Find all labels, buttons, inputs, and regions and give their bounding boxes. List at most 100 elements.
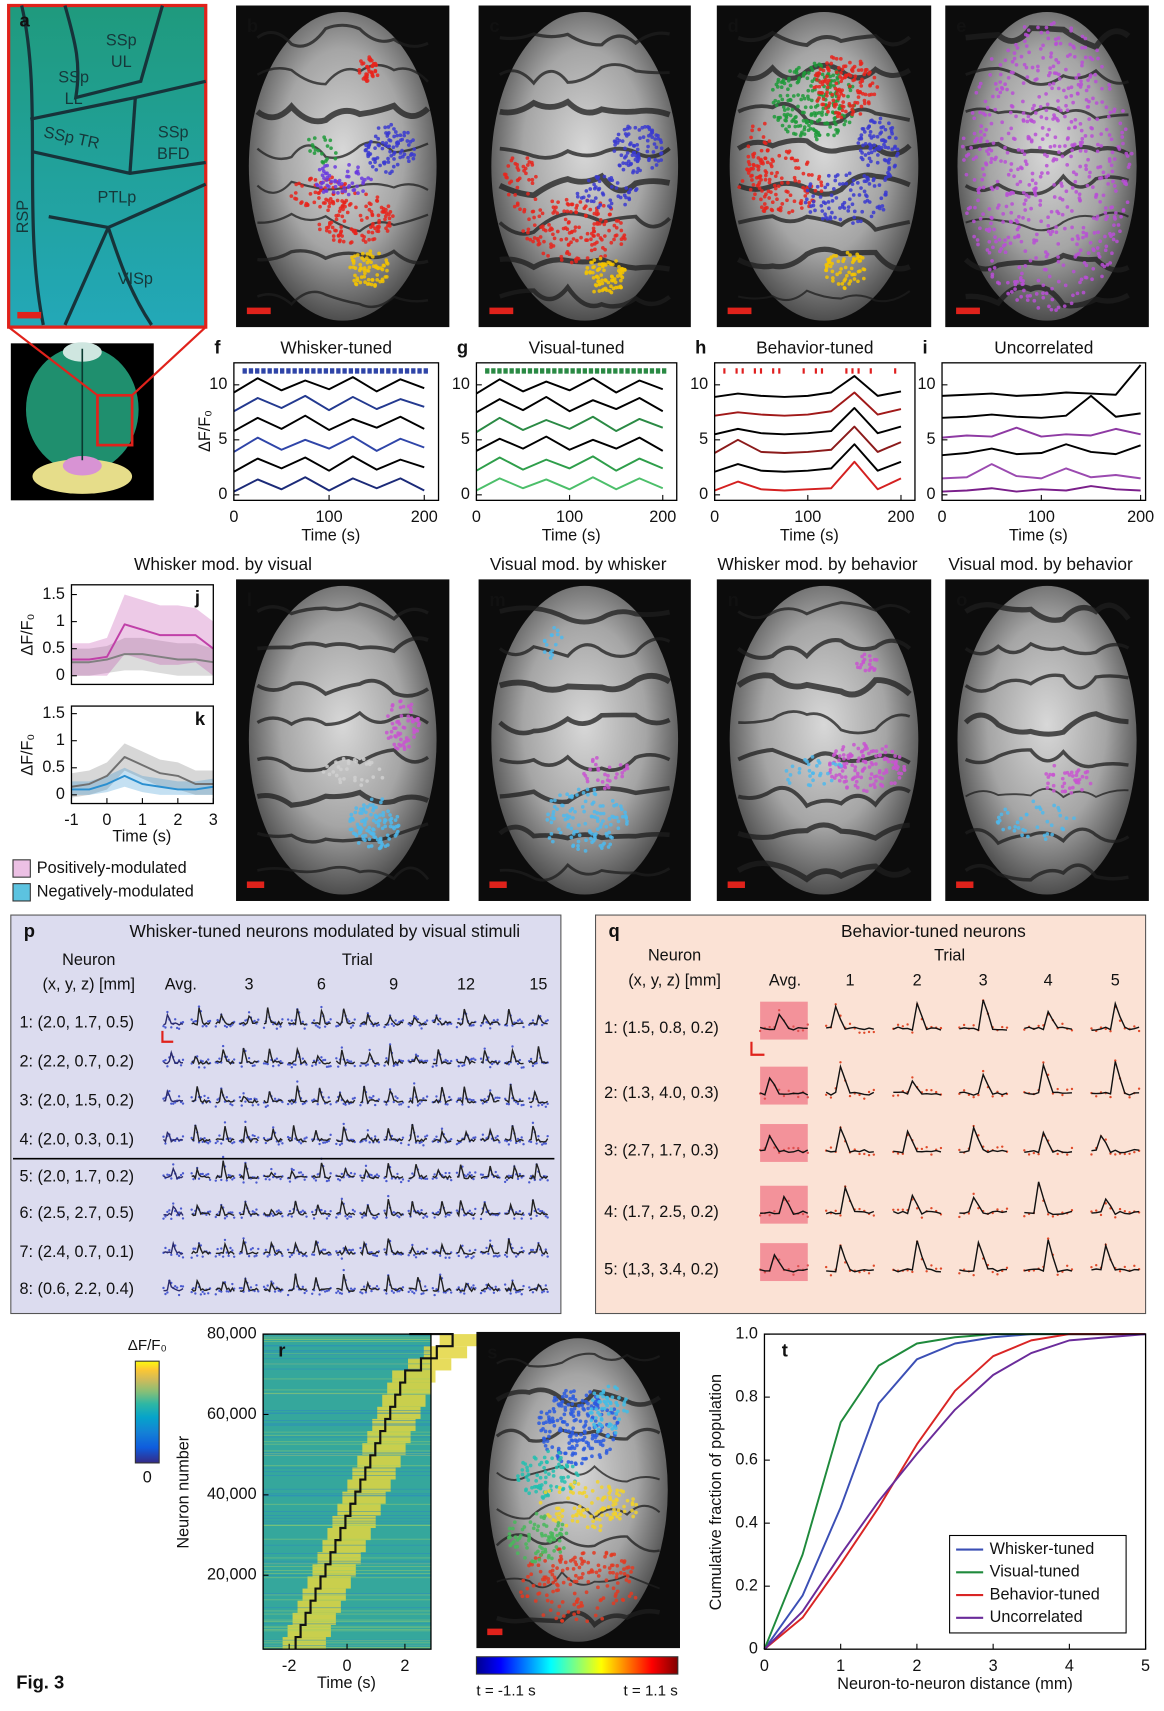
- active-neuron: [327, 205, 331, 209]
- active-neuron: [326, 144, 330, 148]
- stimulus-marker: [638, 368, 642, 373]
- active-neuron: [1005, 205, 1009, 209]
- active-neuron: [878, 207, 882, 211]
- active-neuron: [804, 201, 808, 205]
- active-neuron: [1102, 193, 1106, 197]
- active-neuron: [1090, 277, 1094, 281]
- active-neuron: [1111, 151, 1115, 155]
- active-neuron: [810, 99, 814, 103]
- active-neuron: [376, 266, 380, 270]
- stimulus-marker: [255, 368, 259, 373]
- active-neuron: [843, 766, 847, 770]
- active-neuron: [1060, 827, 1064, 831]
- y-tick-label: 0: [461, 485, 470, 503]
- trial-sample: [337, 1254, 339, 1256]
- series-line: [715, 444, 901, 472]
- active-neuron: [405, 736, 409, 740]
- active-neuron: [1038, 146, 1042, 150]
- stimulus-marker: [803, 368, 805, 373]
- active-neuron: [973, 178, 977, 182]
- active-neuron: [820, 103, 824, 107]
- active-neuron: [1080, 140, 1084, 144]
- trial-sample: [1056, 1088, 1058, 1090]
- active-neuron: [367, 153, 371, 157]
- trial-sample: [385, 1180, 387, 1182]
- active-neuron: [369, 202, 373, 206]
- active-neuron: [582, 791, 586, 795]
- trial-sample: [546, 1179, 548, 1181]
- trial-sample: [546, 1019, 548, 1021]
- trial-sample: [773, 1210, 775, 1212]
- trial-sample: [1114, 1153, 1116, 1155]
- active-neuron: [1086, 158, 1090, 162]
- active-neuron: [321, 181, 325, 185]
- active-neuron: [1059, 42, 1063, 46]
- active-neuron: [786, 190, 790, 194]
- active-neuron: [1093, 231, 1097, 235]
- active-neuron: [1033, 191, 1037, 195]
- active-neuron: [1074, 76, 1078, 80]
- active-neuron: [391, 214, 395, 218]
- active-neuron: [381, 147, 385, 151]
- trial-sample: [925, 1089, 927, 1091]
- active-neuron: [399, 133, 403, 137]
- active-neuron: [853, 258, 857, 262]
- active-neuron: [766, 148, 770, 152]
- active-neuron: [860, 105, 864, 109]
- active-neuron: [818, 133, 822, 137]
- active-neuron: [317, 196, 321, 200]
- active-neuron: [615, 186, 619, 190]
- active-neuron: [839, 71, 843, 75]
- trial-sample: [446, 1060, 448, 1062]
- y-tick-label: 0.5: [42, 758, 65, 776]
- active-neuron: [621, 235, 625, 239]
- active-neuron: [845, 786, 849, 790]
- active-neuron: [634, 126, 638, 130]
- active-neuron: [774, 174, 778, 178]
- trial-sample: [361, 1216, 363, 1218]
- active-neuron: [828, 260, 832, 264]
- active-neuron: [777, 184, 781, 188]
- trial-sample: [825, 1025, 827, 1027]
- active-neuron: [860, 68, 864, 72]
- active-neuron: [1073, 778, 1077, 782]
- active-neuron: [1095, 117, 1099, 121]
- active-neuron: [1085, 263, 1089, 267]
- trial-sample: [873, 1089, 875, 1091]
- active-neuron: [1110, 137, 1114, 141]
- trial-sample: [519, 1059, 521, 1061]
- active-neuron: [1046, 133, 1050, 137]
- trial-sample: [422, 1217, 424, 1219]
- active-neuron: [602, 204, 606, 208]
- stimulus-marker: [870, 368, 872, 373]
- stimulus-marker: [268, 368, 272, 373]
- trial-sample: [315, 1179, 317, 1181]
- y-tick-label: 1.5: [42, 585, 65, 603]
- active-neuron: [1041, 296, 1045, 300]
- active-neuron: [800, 199, 804, 203]
- trial-sample: [513, 1217, 515, 1219]
- active-neuron: [862, 127, 866, 131]
- active-neuron: [861, 256, 865, 260]
- active-neuron: [780, 85, 784, 89]
- active-neuron: [1085, 276, 1089, 280]
- active-neuron: [767, 189, 771, 193]
- active-neuron: [624, 186, 628, 190]
- active-neuron: [596, 280, 600, 284]
- active-neuron: [1078, 192, 1082, 196]
- active-neuron: [365, 762, 369, 766]
- trial-sample: [274, 1173, 276, 1175]
- trial-sample: [255, 1181, 257, 1183]
- active-neuron: [807, 124, 811, 128]
- trial-sample: [291, 1215, 293, 1217]
- active-neuron: [353, 274, 357, 278]
- active-neuron: [872, 143, 876, 147]
- active-neuron: [570, 261, 574, 265]
- trial-sample: [190, 1257, 192, 1259]
- trial-sample: [1090, 1153, 1092, 1155]
- trial-sample: [222, 1045, 224, 1047]
- active-neuron: [386, 229, 390, 233]
- active-neuron: [308, 149, 312, 153]
- active-neuron: [375, 199, 379, 203]
- active-neuron: [386, 145, 390, 149]
